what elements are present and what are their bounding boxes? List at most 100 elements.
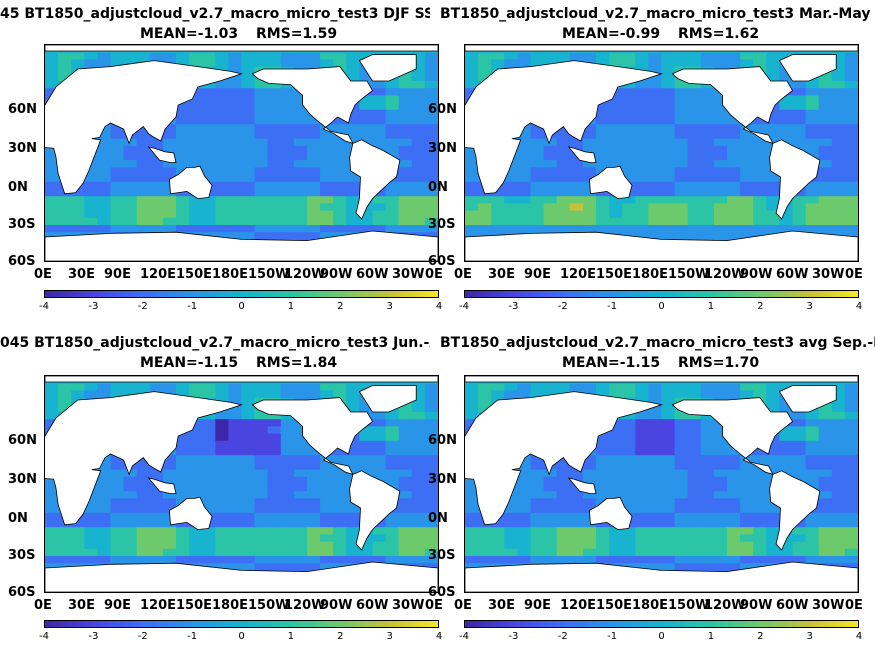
- panel-title: 045 BT1850_adjustcloud_v2.7_macro_micro_…: [0, 335, 430, 351]
- colorbar-tick-label: -2: [557, 301, 568, 312]
- colorbar: [44, 620, 439, 628]
- colorbar-tick-label: 3: [386, 631, 393, 642]
- colorbar: [44, 290, 439, 298]
- colorbar-tick-label: -1: [607, 631, 618, 642]
- lon-tick-label: 30E: [488, 267, 515, 282]
- lon-tick-label: 0E: [34, 598, 52, 613]
- colorbar-tick-label: 1: [707, 631, 715, 642]
- rms-label: RMS=1.70: [678, 355, 760, 371]
- lat-tick-label: 30N: [428, 472, 457, 487]
- mean-label: MEAN=-0.99: [562, 26, 661, 42]
- lon-tick-label: 150E: [176, 598, 213, 613]
- lon-tick-label: 0E: [454, 598, 472, 613]
- lon-tick-label: 90E: [104, 267, 131, 282]
- lat-tick-label: 60S: [8, 585, 36, 600]
- map-plot: [44, 375, 439, 593]
- colorbar-tick-label: -2: [557, 631, 568, 642]
- lon-tick-label: 0E: [845, 267, 863, 282]
- sst-field: [45, 45, 438, 261]
- lon-tick-label: 180E: [212, 267, 249, 282]
- land-masses: [45, 45, 438, 261]
- lon-tick-label: 120W: [284, 598, 326, 613]
- colorbar-tick-label: -1: [187, 301, 198, 312]
- lon-tick-label: 30W: [812, 598, 845, 613]
- lat-tick-label: 60S: [428, 585, 456, 600]
- sst-field: [45, 376, 438, 592]
- colorbar-tick-label: 2: [337, 631, 344, 642]
- colorbar-tick-label: 0: [658, 301, 665, 312]
- colorbar-tick-label: -4: [39, 631, 49, 642]
- colorbar-tick-label: 0: [658, 631, 665, 642]
- lat-tick-label: 30N: [428, 141, 457, 156]
- colorbar-tick-label: -3: [88, 301, 99, 312]
- mean-label: MEAN=-1.15: [562, 355, 661, 371]
- colorbar-tick-label: 2: [337, 301, 344, 312]
- lat-tick-label: 30S: [428, 217, 456, 232]
- lon-tick-label: 120E: [560, 267, 597, 282]
- lon-tick-label: 150E: [596, 598, 633, 613]
- land-masses: [45, 376, 438, 592]
- rms-label: RMS=1.62: [678, 26, 760, 42]
- lon-tick-label: 90W: [740, 598, 773, 613]
- lon-tick-label: 120E: [140, 267, 177, 282]
- colorbar: [464, 620, 859, 628]
- lon-tick-label: 30E: [68, 267, 95, 282]
- lon-tick-label: 0E: [425, 267, 443, 282]
- colorbar-tick-label: -2: [137, 301, 148, 312]
- lon-tick-label: 150E: [176, 267, 213, 282]
- lon-tick-label: 150W: [248, 598, 290, 613]
- lon-tick-label: 120E: [560, 598, 597, 613]
- lon-tick-label: 30W: [392, 267, 425, 282]
- lat-tick-label: 60S: [428, 254, 456, 269]
- lon-tick-label: 30W: [812, 267, 845, 282]
- sst-field: [465, 45, 858, 261]
- lon-tick-label: 150W: [668, 598, 710, 613]
- colorbar-tick-label: -1: [607, 301, 618, 312]
- colorbar-tick-label: -3: [508, 301, 519, 312]
- colorbar-tick-label: 4: [855, 301, 863, 312]
- colorbar-tick-label: 2: [757, 631, 764, 642]
- lon-tick-label: 150W: [248, 267, 290, 282]
- colorbar: [464, 290, 859, 298]
- lon-tick-label: 90W: [740, 267, 773, 282]
- mean-label: MEAN=-1.03: [140, 26, 239, 42]
- colorbar-tick-label: 1: [707, 301, 715, 312]
- lat-tick-label: 60N: [428, 433, 457, 448]
- lon-tick-label: 60W: [776, 267, 809, 282]
- lon-tick-label: 150W: [668, 267, 710, 282]
- lon-tick-label: 30E: [68, 598, 95, 613]
- lon-tick-label: 90E: [524, 267, 551, 282]
- lat-tick-label: 60N: [8, 102, 37, 117]
- colorbar-tick-label: -4: [459, 631, 469, 642]
- lon-tick-label: 30W: [392, 598, 425, 613]
- lon-tick-label: 90W: [320, 267, 353, 282]
- colorbar-tick-label: 0: [238, 631, 245, 642]
- colorbar-tick-label: 4: [435, 631, 443, 642]
- lon-tick-label: 180E: [632, 267, 669, 282]
- colorbar-tick-label: -2: [137, 631, 148, 642]
- lon-tick-label: 30E: [488, 598, 515, 613]
- rms-label: RMS=1.59: [256, 26, 338, 42]
- colorbar-tick-label: 2: [757, 301, 764, 312]
- lat-tick-label: 0N: [8, 180, 28, 195]
- lon-tick-label: 120W: [704, 267, 746, 282]
- lon-tick-label: 90E: [524, 598, 551, 613]
- panel-title: BT1850_adjustcloud_v2.7_macro_micro_test…: [440, 335, 875, 351]
- lat-tick-label: 60N: [428, 102, 457, 117]
- colorbar-tick-label: 3: [386, 301, 393, 312]
- lat-tick-label: 30S: [428, 548, 456, 563]
- lon-tick-label: 90E: [104, 598, 131, 613]
- panel-title: 45 BT1850_adjustcloud_v2.7_macro_micro_t…: [0, 6, 430, 22]
- lon-tick-label: 0E: [34, 267, 52, 282]
- colorbar-tick-label: 1: [287, 301, 295, 312]
- lat-tick-label: 30N: [8, 472, 37, 487]
- lon-tick-label: 60W: [356, 267, 389, 282]
- colorbar-tick-label: 4: [435, 301, 443, 312]
- colorbar-tick-label: -3: [508, 631, 519, 642]
- lon-tick-label: 120W: [704, 598, 746, 613]
- lon-tick-label: 0E: [425, 598, 443, 613]
- lon-tick-label: 180E: [212, 598, 249, 613]
- lon-tick-label: 150E: [596, 267, 633, 282]
- colorbar-tick-label: -3: [88, 631, 99, 642]
- colorbar-tick-label: -4: [459, 301, 469, 312]
